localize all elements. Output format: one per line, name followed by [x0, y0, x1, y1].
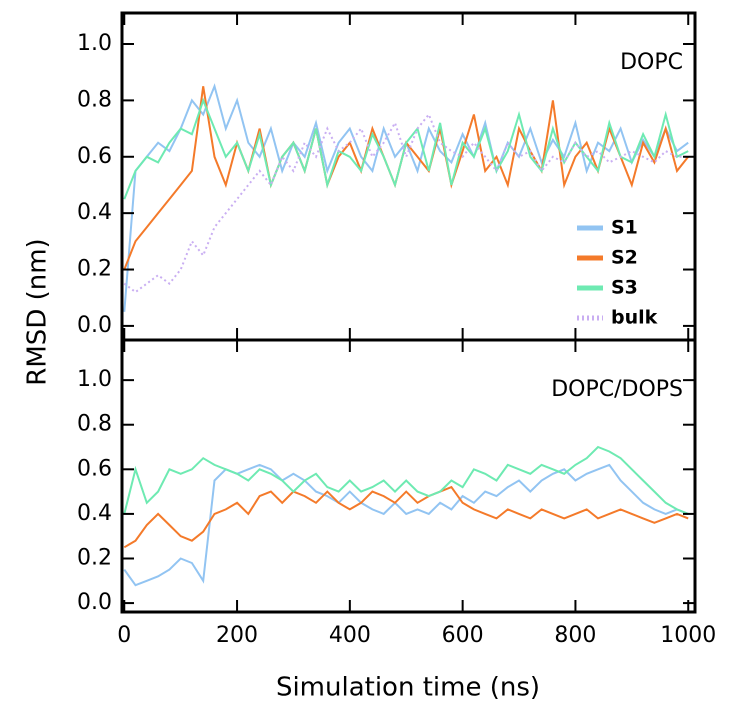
y-tick-label: 0.6	[77, 144, 112, 169]
series-line	[123, 485, 689, 549]
plot-frame	[120, 338, 697, 614]
x-tick-label: 800	[554, 623, 596, 648]
legend-label: bulk	[611, 307, 658, 329]
y-axis-label: RMSD (nm)	[23, 238, 53, 385]
series-line	[123, 445, 689, 515]
series-line	[123, 463, 689, 587]
x-tick-label: 200	[216, 623, 258, 648]
x-tick-label: 1000	[660, 623, 716, 648]
legend-label: S2	[611, 247, 638, 269]
panel-title: DOPC/DOPS	[551, 377, 683, 402]
series-line	[123, 97, 689, 200]
x-tick-label: 400	[329, 623, 371, 648]
plot-frame	[120, 11, 697, 342]
y-tick-label: 0.0	[77, 313, 112, 338]
x-axis-label: Simulation time (ns)	[276, 673, 540, 703]
y-tick-label: 0.4	[77, 200, 112, 225]
y-tick-label: 0.6	[77, 456, 112, 481]
panel-title: DOPC	[620, 50, 683, 75]
y-tick-label: 1.0	[77, 367, 112, 392]
x-tick-label: 0	[117, 623, 131, 648]
y-tick-label: 0.2	[77, 545, 112, 570]
legend-label: S1	[611, 217, 638, 239]
legend-label: S3	[611, 277, 638, 299]
y-tick-label: 0.2	[77, 257, 112, 282]
y-tick-label: 0.8	[77, 87, 112, 112]
y-tick-label: 0.0	[77, 590, 112, 615]
y-tick-label: 0.8	[77, 412, 112, 437]
y-tick-label: 1.0	[77, 31, 112, 56]
y-tick-label: 0.4	[77, 501, 112, 526]
x-tick-label: 600	[442, 623, 484, 648]
